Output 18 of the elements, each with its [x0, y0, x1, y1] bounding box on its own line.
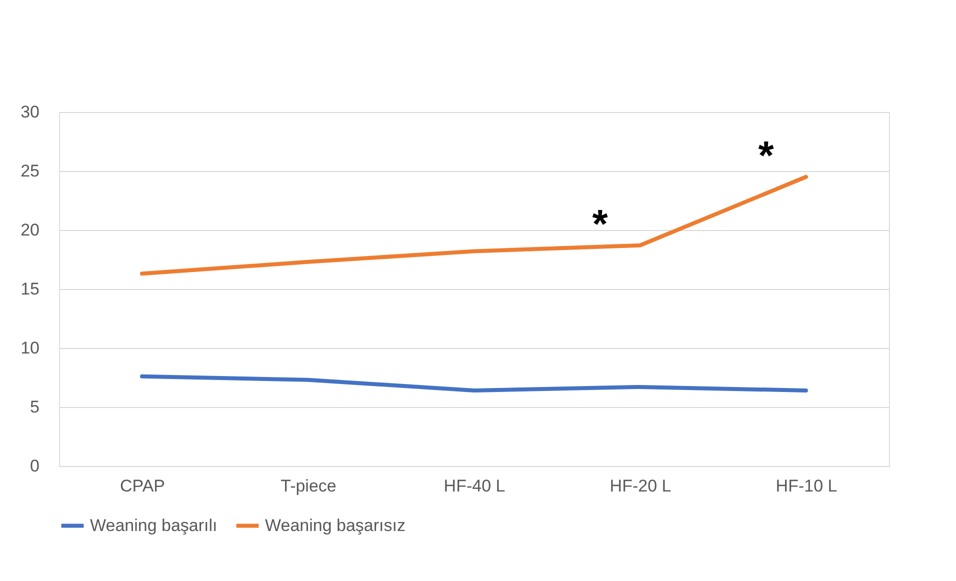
- y-tick-label: 30: [20, 102, 40, 122]
- x-tick-label: HF-40 L: [444, 476, 506, 496]
- line-series: [140, 174, 808, 276]
- x-tick-label: T-piece: [280, 476, 336, 496]
- x-tick-label: HF-20 L: [610, 476, 672, 496]
- annotation: *: [592, 202, 608, 246]
- x-tick-label: CPAP: [120, 476, 166, 496]
- y-tick-label: 5: [30, 398, 40, 416]
- y-tick-label: 20: [20, 220, 40, 240]
- y-tick-label: 0: [30, 456, 40, 476]
- y-tick-label: 10: [20, 338, 40, 358]
- x-tick-label: HF-10 L: [776, 476, 838, 496]
- y-tick-label: 25: [20, 162, 40, 180]
- line-series: [140, 374, 808, 392]
- legend-label: Weaning başarısız: [265, 516, 406, 535]
- annotation: *: [758, 134, 774, 178]
- legend-label: Weaning başarılı: [90, 516, 218, 535]
- y-tick-label: 15: [20, 280, 40, 298]
